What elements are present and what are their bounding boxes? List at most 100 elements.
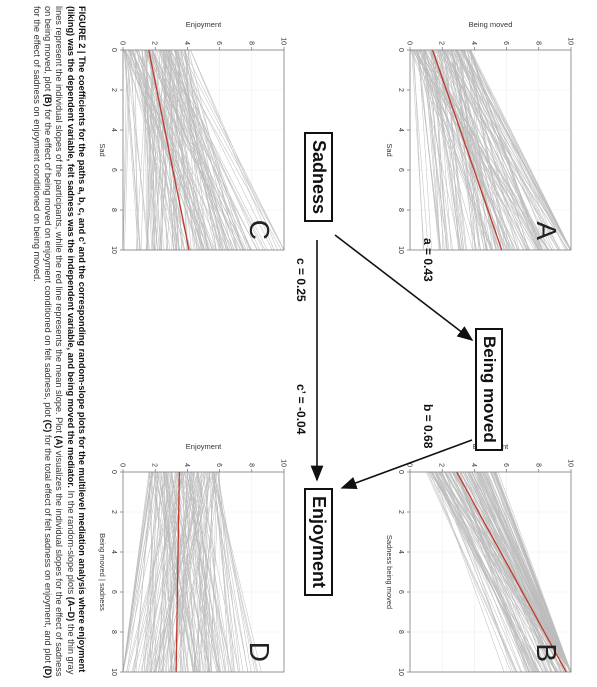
plot-frame <box>122 471 285 673</box>
x-tick-label: 2 <box>110 88 117 92</box>
individual-slope-line <box>438 471 568 673</box>
individual-slope-line <box>463 49 520 251</box>
individual-slope-line <box>135 471 152 673</box>
individual-slope-line <box>447 49 481 251</box>
y-tick-label: 4 <box>183 41 190 45</box>
individual-slope-line <box>135 49 149 251</box>
x-tick-label: 8 <box>397 208 404 212</box>
arrow-path-a <box>334 234 474 341</box>
x-tick-label: 2 <box>110 510 117 514</box>
y-tick-label: 8 <box>247 41 254 45</box>
individual-slope-line <box>140 471 192 673</box>
caption-text-5: for the total effect of felt sadness on … <box>43 434 54 664</box>
x-axis-label: Sadness being moved <box>385 535 394 609</box>
individual-slope-line <box>456 49 568 251</box>
x-tick-label: 4 <box>397 550 404 554</box>
y-tick-label: 6 <box>215 463 222 467</box>
y-tick-label: 10 <box>567 459 574 467</box>
individual-slope-line <box>494 471 570 673</box>
y-tick-label: 6 <box>215 41 222 45</box>
individual-slope-line <box>446 49 460 251</box>
individual-slope-line <box>422 49 448 251</box>
individual-slopes <box>122 471 262 673</box>
x-axis-label: Sad <box>98 143 107 156</box>
individual-slope-line <box>185 471 196 673</box>
individual-slope-line <box>468 471 561 673</box>
y-tick-label: 8 <box>247 463 254 467</box>
individual-slope-line <box>122 471 157 673</box>
individual-slopes <box>426 471 572 673</box>
mean-slope-line <box>148 49 190 251</box>
individual-slope-line <box>160 49 238 251</box>
caption-label: FIGURE 2 | <box>77 6 87 54</box>
y-tick-label: 0 <box>406 41 413 45</box>
x-tick-label: 4 <box>110 128 117 132</box>
panel-label: B <box>531 643 562 662</box>
individual-slope-line <box>445 471 522 673</box>
individual-slope-line <box>410 49 492 251</box>
individual-slopes <box>410 49 572 251</box>
y-tick-label: 8 <box>534 41 541 45</box>
individual-slope-line <box>197 471 225 673</box>
individual-slope-line <box>426 471 517 673</box>
individual-slope-line <box>190 49 278 251</box>
individual-slope-line <box>150 471 162 673</box>
individual-slope-line <box>445 471 568 673</box>
individual-slope-line <box>469 49 560 251</box>
sadness-box: Sadness <box>304 132 333 223</box>
individual-slope-line <box>150 49 258 251</box>
individual-slope-line <box>167 49 237 251</box>
individual-slope-line <box>413 49 549 251</box>
individual-slope-line <box>469 49 549 251</box>
individual-slope-line <box>180 49 208 251</box>
x-axis-label: Sad <box>385 143 394 156</box>
individual-slope-line <box>173 49 273 251</box>
enjoyment-box: Enjoyment <box>304 488 333 597</box>
individual-slope-line <box>147 49 154 251</box>
individual-slope-line <box>141 49 153 251</box>
caption-ref-c: (C) <box>43 419 54 433</box>
individual-slope-line <box>448 49 497 251</box>
individual-slope-line <box>155 49 164 251</box>
plot-frame <box>409 471 572 673</box>
individual-slope-line <box>418 49 535 251</box>
individual-slope-line <box>476 471 572 673</box>
individual-slope-line <box>143 49 251 251</box>
y-tick-label: 4 <box>470 463 477 467</box>
individual-slope-line <box>470 49 529 251</box>
individual-slope-line <box>193 471 195 673</box>
individual-slope-line <box>214 471 249 673</box>
x-tick-label: 10 <box>397 246 404 254</box>
x-tick-label: 8 <box>110 208 117 212</box>
y-tick-label: 10 <box>280 459 287 467</box>
individual-slope-line <box>417 49 553 251</box>
x-tick-label: 0 <box>110 470 117 474</box>
individual-slope-line <box>209 471 220 673</box>
individual-slope-line <box>128 49 149 251</box>
individual-slope-line <box>464 471 572 673</box>
x-tick-label: 10 <box>110 668 117 676</box>
individual-slope-line <box>140 49 148 251</box>
individual-slope-line <box>150 471 198 673</box>
individual-slope-line <box>193 471 211 673</box>
individual-slope-line <box>151 49 165 251</box>
x-tick-label: 6 <box>110 590 117 594</box>
individual-slope-line <box>142 471 159 673</box>
x-tick-label: 0 <box>397 48 404 52</box>
individual-slope-line <box>478 471 572 673</box>
individual-slope-line <box>411 49 549 251</box>
individual-slope-line <box>137 471 182 673</box>
panel-label: C <box>244 220 275 240</box>
individual-slope-line <box>421 49 478 251</box>
individual-slope-line <box>190 49 275 251</box>
individual-slope-line <box>126 471 157 673</box>
individual-slope-line <box>490 471 572 673</box>
individual-slope-line <box>467 49 507 251</box>
y-axis-label: Enjoyment <box>186 442 222 451</box>
x-tick-label: 10 <box>397 668 404 676</box>
individual-slope-line <box>459 49 572 251</box>
individual-slope-line <box>415 49 525 251</box>
individual-slope-line <box>166 49 178 251</box>
